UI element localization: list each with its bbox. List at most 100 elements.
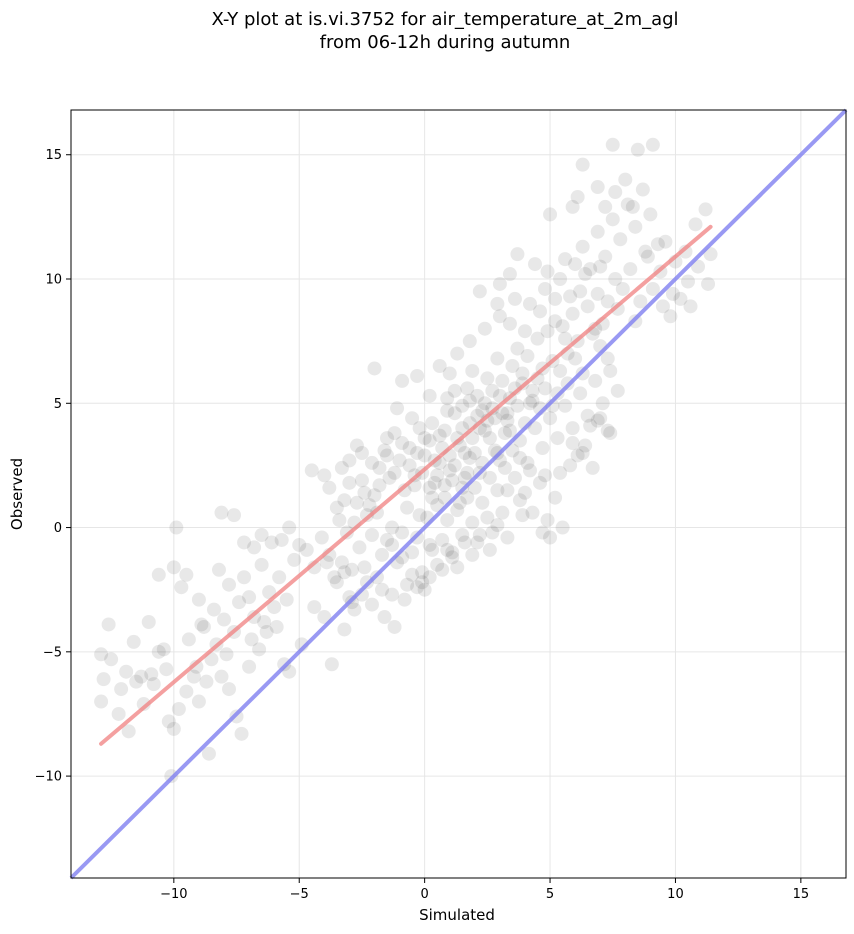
data-point bbox=[244, 632, 259, 647]
data-point bbox=[254, 557, 269, 572]
y-axis-label: Observed bbox=[8, 458, 26, 530]
data-point bbox=[500, 530, 515, 545]
data-point bbox=[510, 247, 525, 262]
data-point bbox=[94, 647, 109, 662]
data-point bbox=[174, 580, 189, 595]
data-point bbox=[447, 406, 462, 421]
data-point bbox=[465, 515, 480, 530]
data-point bbox=[580, 408, 595, 423]
data-point bbox=[450, 503, 465, 518]
data-point bbox=[553, 465, 568, 480]
data-point bbox=[455, 398, 470, 413]
data-point bbox=[492, 276, 507, 291]
data-point bbox=[141, 615, 156, 629]
data-point bbox=[216, 612, 231, 627]
data-point bbox=[573, 284, 588, 299]
x-tick-label: −10 bbox=[160, 887, 187, 902]
data-point bbox=[367, 488, 382, 503]
x-axis-ticks: −10 −5 0 5 10 15 bbox=[160, 878, 809, 902]
data-point bbox=[442, 463, 457, 478]
data-point bbox=[267, 600, 282, 615]
data-point bbox=[134, 669, 149, 684]
x-tick-label: 0 bbox=[421, 887, 429, 902]
data-point bbox=[425, 416, 440, 431]
data-point bbox=[181, 632, 196, 647]
data-point bbox=[475, 495, 490, 510]
data-point bbox=[540, 324, 555, 339]
data-point bbox=[337, 493, 352, 508]
data-point bbox=[114, 682, 129, 697]
data-point bbox=[402, 458, 417, 473]
data-point bbox=[410, 445, 425, 460]
data-point bbox=[166, 560, 181, 575]
data-point bbox=[580, 299, 595, 314]
data-point bbox=[317, 468, 332, 483]
data-point bbox=[610, 383, 625, 398]
data-point bbox=[422, 480, 437, 495]
data-point bbox=[144, 667, 159, 682]
data-point bbox=[568, 351, 583, 366]
data-point bbox=[565, 421, 580, 436]
data-point bbox=[600, 294, 615, 309]
data-point bbox=[530, 331, 545, 346]
data-point bbox=[593, 259, 608, 274]
data-point bbox=[319, 555, 334, 570]
data-point bbox=[650, 237, 665, 252]
data-point bbox=[623, 262, 638, 277]
data-point bbox=[422, 388, 437, 403]
data-point bbox=[455, 528, 470, 543]
data-point bbox=[380, 532, 395, 547]
data-point bbox=[548, 291, 563, 306]
fit-lines bbox=[69, 108, 848, 880]
data-point bbox=[380, 448, 395, 463]
data-point bbox=[352, 540, 367, 555]
data-point bbox=[324, 657, 339, 672]
data-point bbox=[525, 393, 540, 408]
data-point bbox=[357, 485, 372, 500]
data-point bbox=[344, 562, 359, 577]
data-point bbox=[247, 540, 262, 555]
y-tick-label: 10 bbox=[45, 273, 62, 288]
data-point bbox=[292, 537, 307, 552]
data-point bbox=[375, 582, 390, 597]
data-point bbox=[543, 530, 558, 545]
data-point bbox=[430, 557, 445, 572]
y-tick-label: 5 bbox=[54, 397, 62, 412]
data-point bbox=[598, 249, 613, 264]
data-point bbox=[422, 537, 437, 552]
y-tick-label: −5 bbox=[43, 645, 62, 660]
data-point bbox=[485, 383, 500, 398]
data-point bbox=[500, 413, 515, 428]
data-point bbox=[410, 368, 425, 383]
data-point bbox=[490, 351, 505, 366]
data-point bbox=[610, 301, 625, 316]
data-point bbox=[608, 185, 623, 200]
data-point bbox=[410, 580, 425, 595]
data-point bbox=[279, 592, 294, 607]
data-point bbox=[625, 199, 640, 214]
data-point bbox=[462, 334, 477, 349]
data-point bbox=[337, 622, 352, 637]
data-point bbox=[387, 426, 402, 441]
data-point bbox=[538, 281, 553, 296]
data-point bbox=[575, 239, 590, 254]
data-point bbox=[392, 453, 407, 468]
x-tick-label: 15 bbox=[793, 887, 810, 902]
data-point bbox=[465, 363, 480, 378]
data-point bbox=[334, 460, 349, 475]
data-point bbox=[490, 518, 505, 533]
data-point bbox=[462, 450, 477, 465]
data-point bbox=[507, 291, 522, 306]
data-point bbox=[638, 244, 653, 259]
data-point bbox=[515, 508, 530, 523]
data-point bbox=[590, 224, 605, 239]
data-point bbox=[550, 431, 565, 446]
data-point bbox=[472, 284, 487, 299]
data-point bbox=[515, 366, 530, 381]
data-point bbox=[156, 642, 171, 657]
data-point bbox=[477, 423, 492, 438]
data-point bbox=[445, 473, 460, 488]
data-point bbox=[640, 249, 655, 264]
data-point bbox=[482, 542, 497, 557]
data-point bbox=[437, 423, 452, 438]
